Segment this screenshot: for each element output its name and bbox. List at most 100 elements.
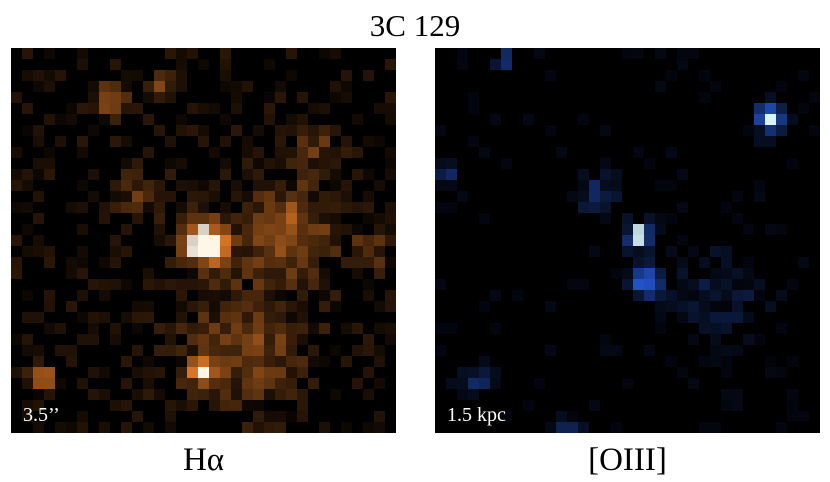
emission-pixel (220, 367, 231, 378)
emission-pixel (176, 345, 187, 356)
emission-pixel (22, 334, 33, 345)
emission-pixel (743, 334, 754, 345)
emission-pixel (22, 246, 33, 257)
emission-pixel (22, 202, 33, 213)
emission-pixel (66, 301, 77, 312)
emission-pixel (154, 202, 165, 213)
emission-pixel (297, 158, 308, 169)
emission-pixel (286, 268, 297, 279)
emission-pixel (457, 367, 468, 378)
emission-pixel (512, 290, 523, 301)
emission-pixel (297, 246, 308, 257)
emission-pixel (754, 191, 765, 202)
emission-pixel (66, 422, 77, 433)
emission-pixel (77, 312, 88, 323)
emission-pixel (22, 48, 33, 59)
emission-pixel (143, 389, 154, 400)
emission-pixel (677, 268, 688, 279)
emission-pixel (743, 224, 754, 235)
emission-pixel (385, 103, 396, 114)
emission-pixel (501, 59, 512, 70)
emission-pixel (88, 103, 99, 114)
emission-pixel (798, 103, 809, 114)
emission-pixel (22, 125, 33, 136)
emission-pixel (556, 411, 567, 422)
emission-pixel (176, 279, 187, 290)
emission-pixel (264, 213, 275, 224)
emission-pixel (231, 268, 242, 279)
emission-pixel (275, 92, 286, 103)
emission-pixel (209, 147, 220, 158)
emission-pixel (253, 422, 264, 433)
emission-pixel (721, 367, 732, 378)
emission-pixel (330, 301, 341, 312)
emission-pixel (99, 257, 110, 268)
emission-pixel (22, 169, 33, 180)
emission-pixel (286, 312, 297, 323)
emission-pixel (220, 59, 231, 70)
emission-pixel (798, 257, 809, 268)
emission-pixel (501, 411, 512, 422)
emission-pixel (534, 48, 545, 59)
emission-pixel (319, 356, 330, 367)
emission-pixel (308, 235, 319, 246)
emission-pixel (209, 268, 220, 279)
emission-pixel (66, 356, 77, 367)
emission-pixel (308, 125, 319, 136)
emission-pixel (220, 334, 231, 345)
emission-pixel (121, 279, 132, 290)
emission-pixel (198, 334, 209, 345)
emission-pixel (341, 422, 352, 433)
emission-pixel (242, 257, 253, 268)
emission-pixel (231, 389, 242, 400)
emission-pixel (330, 48, 341, 59)
emission-pixel (209, 213, 220, 224)
emission-pixel (776, 422, 787, 433)
emission-pixel (220, 246, 231, 257)
emission-pixel (644, 158, 655, 169)
emission-pixel (253, 367, 264, 378)
emission-pixel (374, 246, 385, 257)
emission-pixel (352, 202, 363, 213)
emission-pixel (154, 279, 165, 290)
emission-pixel (220, 400, 231, 411)
emission-pixel (44, 323, 55, 334)
emission-pixel (253, 147, 264, 158)
emission-pixel (264, 411, 275, 422)
emission-pixel (154, 81, 165, 92)
emission-pixel (198, 279, 209, 290)
emission-pixel (655, 290, 666, 301)
emission-pixel (132, 191, 143, 202)
emission-pixel (121, 70, 132, 81)
emission-pixel (11, 268, 22, 279)
emission-pixel (11, 169, 22, 180)
emission-pixel (319, 290, 330, 301)
emission-pixel (77, 257, 88, 268)
emission-pixel (578, 279, 589, 290)
emission-pixel (22, 400, 33, 411)
emission-pixel (77, 422, 88, 433)
emission-pixel (286, 191, 297, 202)
emission-pixel (264, 180, 275, 191)
emission-pixel (308, 191, 319, 202)
emission-pixel (545, 70, 556, 81)
emission-pixel (655, 268, 666, 279)
emission-pixel (363, 235, 374, 246)
emission-pixel (187, 400, 198, 411)
emission-pixel (242, 81, 253, 92)
emission-pixel (352, 114, 363, 125)
emission-pixel (809, 92, 820, 103)
emission-pixel (363, 213, 374, 224)
emission-pixel (308, 103, 319, 114)
emission-pixel (44, 158, 55, 169)
emission-pixel (154, 389, 165, 400)
emission-pixel (611, 422, 622, 433)
emission-pixel (22, 180, 33, 191)
emission-pixel (110, 235, 121, 246)
emission-pixel (220, 136, 231, 147)
emission-pixel (198, 191, 209, 202)
emission-pixel (220, 389, 231, 400)
emission-pixel (655, 323, 666, 334)
emission-pixel (286, 279, 297, 290)
emission-pixel (308, 345, 319, 356)
